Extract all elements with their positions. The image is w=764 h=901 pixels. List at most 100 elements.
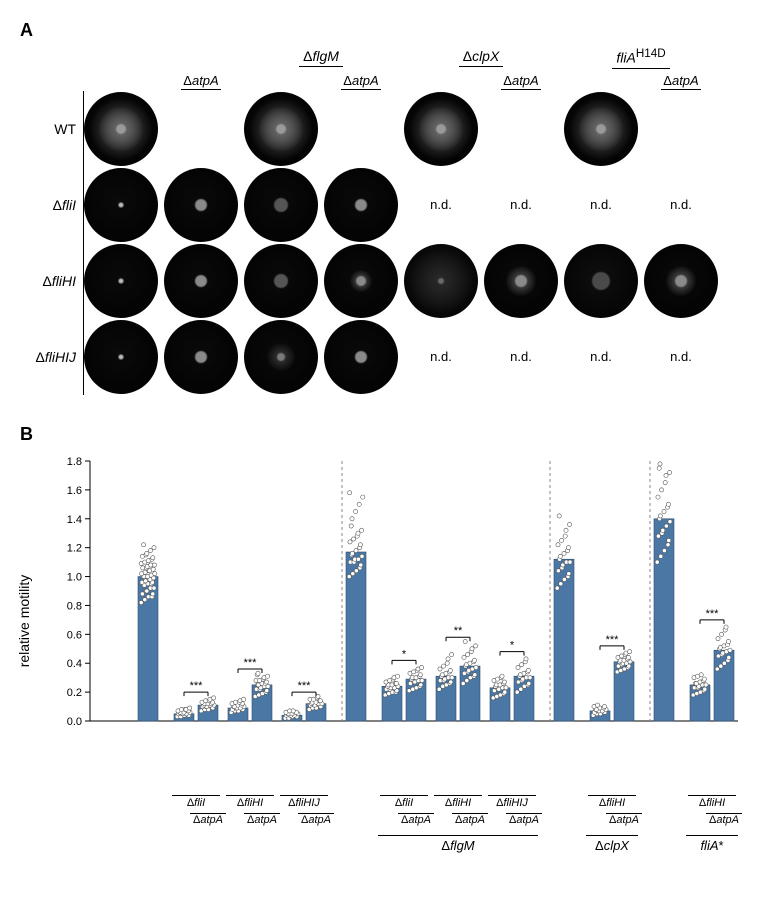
data-point	[664, 524, 668, 528]
plate	[244, 168, 318, 242]
x-atp-label: ΔatpA	[606, 813, 642, 826]
data-point	[664, 473, 668, 477]
nd-cell: n.d.	[590, 197, 612, 212]
data-point	[461, 681, 465, 685]
data-point	[699, 672, 703, 676]
data-point	[291, 708, 295, 712]
data-point	[348, 539, 352, 543]
y-tick-label: 1.6	[67, 485, 82, 497]
plate	[564, 244, 638, 318]
data-point	[472, 658, 476, 662]
data-point	[503, 690, 507, 694]
data-point	[356, 531, 360, 535]
data-point	[420, 665, 424, 669]
plate	[404, 92, 478, 166]
x-pair-label: ΔfliHI	[588, 795, 636, 809]
data-point	[188, 706, 192, 710]
y-tick-label: 0.8	[67, 600, 82, 612]
data-point	[668, 519, 672, 523]
data-point	[528, 675, 532, 679]
data-point	[445, 661, 449, 665]
data-point	[356, 557, 360, 561]
data-point	[360, 554, 364, 558]
data-point	[352, 537, 356, 541]
data-point	[145, 551, 149, 555]
data-point	[703, 687, 707, 691]
nd-cell: n.d.	[670, 349, 692, 364]
panel-a-grid: ΔflgMΔclpXfliAH14DΔatpAΔatpAΔatpAΔatpAWT…	[20, 47, 744, 394]
sig-label: **	[454, 625, 463, 637]
data-point	[143, 597, 147, 601]
data-point	[394, 681, 398, 685]
data-point	[702, 677, 706, 681]
y-tick-label: 1.8	[67, 456, 82, 468]
data-point	[561, 563, 565, 567]
sig-label: ***	[706, 608, 720, 620]
y-tick-label: 0.4	[67, 658, 82, 670]
x-pair-label: ΔfliHIJ	[280, 795, 328, 809]
data-point	[596, 703, 600, 707]
sig-label: ***	[244, 657, 258, 669]
nd-cell: n.d.	[670, 197, 692, 212]
x-pair-label: ΔfliHI	[688, 795, 736, 809]
data-point	[446, 656, 450, 660]
data-point	[360, 528, 364, 532]
data-point	[656, 495, 660, 499]
data-point	[465, 678, 469, 682]
data-point	[139, 600, 143, 604]
data-point	[657, 466, 661, 470]
row-label: ΔfliHIJ	[36, 349, 80, 365]
x-pair-label: ΔfliHIJ	[488, 795, 536, 809]
data-point	[266, 674, 270, 678]
data-point	[661, 528, 665, 532]
y-tick-label: 1.2	[67, 542, 82, 554]
data-point	[152, 545, 156, 549]
data-point	[359, 563, 363, 567]
x-group-label: ΔclpX	[586, 835, 638, 853]
data-point	[668, 470, 672, 474]
nd-cell: n.d.	[430, 349, 452, 364]
plate	[324, 168, 398, 242]
data-point	[466, 652, 470, 656]
data-point	[562, 577, 566, 581]
data-point	[473, 672, 477, 676]
data-point	[354, 509, 358, 513]
data-point	[316, 694, 320, 698]
data-point	[153, 571, 157, 575]
data-point	[449, 680, 453, 684]
x-atp-label: ΔatpA	[244, 813, 280, 826]
data-point	[524, 656, 528, 660]
plate	[164, 320, 238, 394]
data-point	[559, 581, 563, 585]
nd-cell: n.d.	[510, 349, 532, 364]
data-point	[351, 571, 355, 575]
data-point	[450, 675, 454, 679]
data-point	[726, 639, 730, 643]
plate	[164, 168, 238, 242]
data-point	[504, 685, 508, 689]
data-point	[519, 687, 523, 691]
plate	[84, 320, 158, 394]
x-atp-label: ΔatpA	[452, 813, 488, 826]
nd-cell: n.d.	[510, 197, 532, 212]
plate	[244, 92, 318, 166]
data-point	[347, 574, 351, 578]
chart-svg: 0.00.20.40.60.81.01.21.41.61.8**********…	[44, 451, 744, 791]
data-point	[354, 568, 358, 572]
row-label: WT	[54, 121, 80, 137]
plate	[84, 244, 158, 318]
data-point	[728, 648, 732, 652]
data-point	[142, 542, 146, 546]
data-point	[722, 661, 726, 665]
data-point	[715, 667, 719, 671]
data-point	[659, 554, 663, 558]
x-group-label: ΔflgM	[378, 835, 538, 853]
data-point	[212, 695, 216, 699]
data-point	[658, 513, 662, 517]
data-point	[526, 668, 530, 672]
data-point	[658, 461, 662, 465]
data-point	[558, 554, 562, 558]
plate	[644, 244, 718, 318]
col-group-header: ΔflgM	[299, 48, 343, 67]
col-sub-header: ΔatpA	[181, 73, 220, 90]
